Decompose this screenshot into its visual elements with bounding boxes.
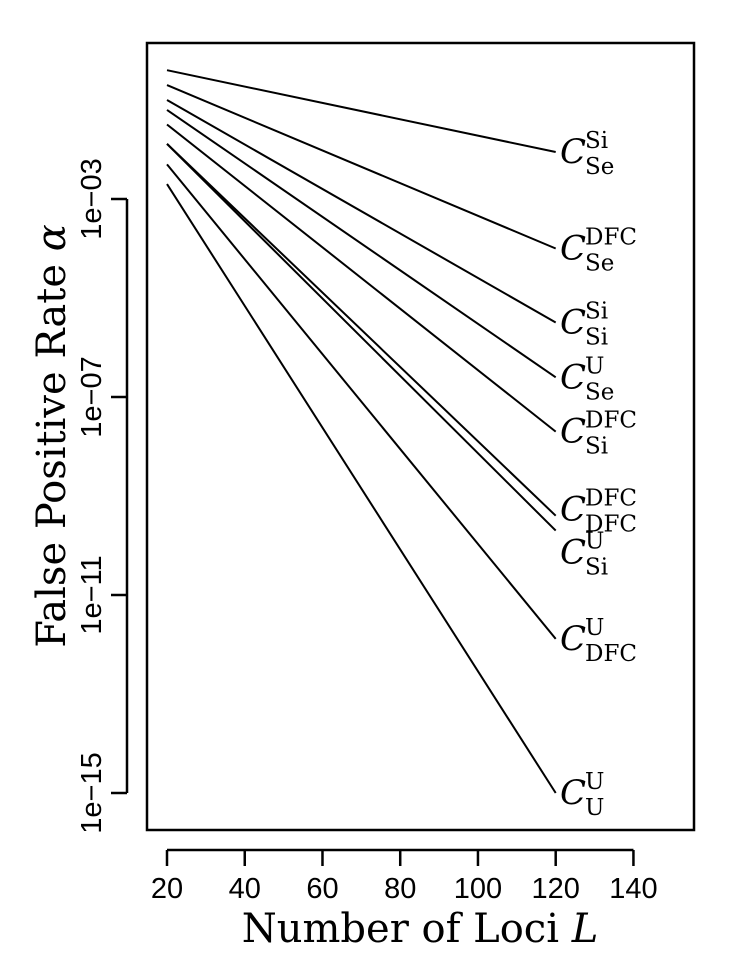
x-tick-label: 20 [151,873,183,905]
series-label-sup: U [585,769,604,795]
series-line [166,143,557,517]
series-line [166,163,557,640]
series-label-main: C [560,533,586,573]
series-line [166,183,557,794]
series-line [166,84,557,250]
series-label-sup: Si [585,298,608,324]
x-tick-label: 140 [609,873,657,905]
series-lines [166,69,557,794]
series-label-sup: U [585,529,604,555]
y-tick-label: 1e−07 [76,356,108,437]
series-label-sup: DFC [585,486,637,512]
series-label-sub: DFC [585,641,637,667]
series-label-sub: U [585,795,604,821]
x-axis-title: Number of Loci L [242,906,599,952]
y-axis: 1e−03 1e−07 1e−11 1e−15 [76,158,129,834]
series-label-main: C [560,412,586,452]
x-tick-label: 60 [306,873,338,905]
series-label-sup: DFC [585,225,637,251]
series-label: CUU [560,769,604,821]
series-label-sup: DFC [585,408,637,434]
y-tick-label: 1e−15 [76,752,108,833]
y-tick-label: 1e−11 [76,555,108,634]
series-label-main: C [560,773,586,813]
series-label-main: C [560,302,586,342]
series-label-sub: Se [585,154,614,180]
series-label-main: C [560,229,586,269]
series-label-sub: DFC [585,512,637,538]
series-labels: CSiSeCDFCSeCSiSiCUSeCDFCSiCDFCDFCCUSiCUD… [560,128,637,821]
y-tick-label: 1e−03 [76,158,108,239]
series-label-main: C [560,619,586,659]
series-label-sup: U [585,353,604,379]
series-label-sub: Se [585,379,614,405]
series-line [166,123,557,433]
series-label-sub: Si [585,434,608,460]
series-label-sup: Si [585,128,608,154]
x-tick-label: 120 [532,873,580,905]
series-label-main: C [560,357,586,397]
x-tick-label: 80 [384,873,416,905]
series-label-main: C [560,132,586,172]
series-label-sub: Si [585,324,608,350]
x-tick-label: 40 [229,873,261,905]
series-line [166,143,557,532]
series-label-main: C [560,490,586,530]
series-line [166,69,556,153]
series-label-sub: Se [585,251,614,277]
series-label-sup: U [585,615,604,641]
y-axis-title: False Positive Rate α [29,224,75,648]
series-label-sub: Si [585,555,608,581]
x-axis: 20 40 60 80 100 120 140 [151,848,658,905]
series-line [166,109,557,379]
x-tick-label: 100 [454,873,502,905]
series-line [166,99,557,324]
plot-frame [145,41,696,832]
